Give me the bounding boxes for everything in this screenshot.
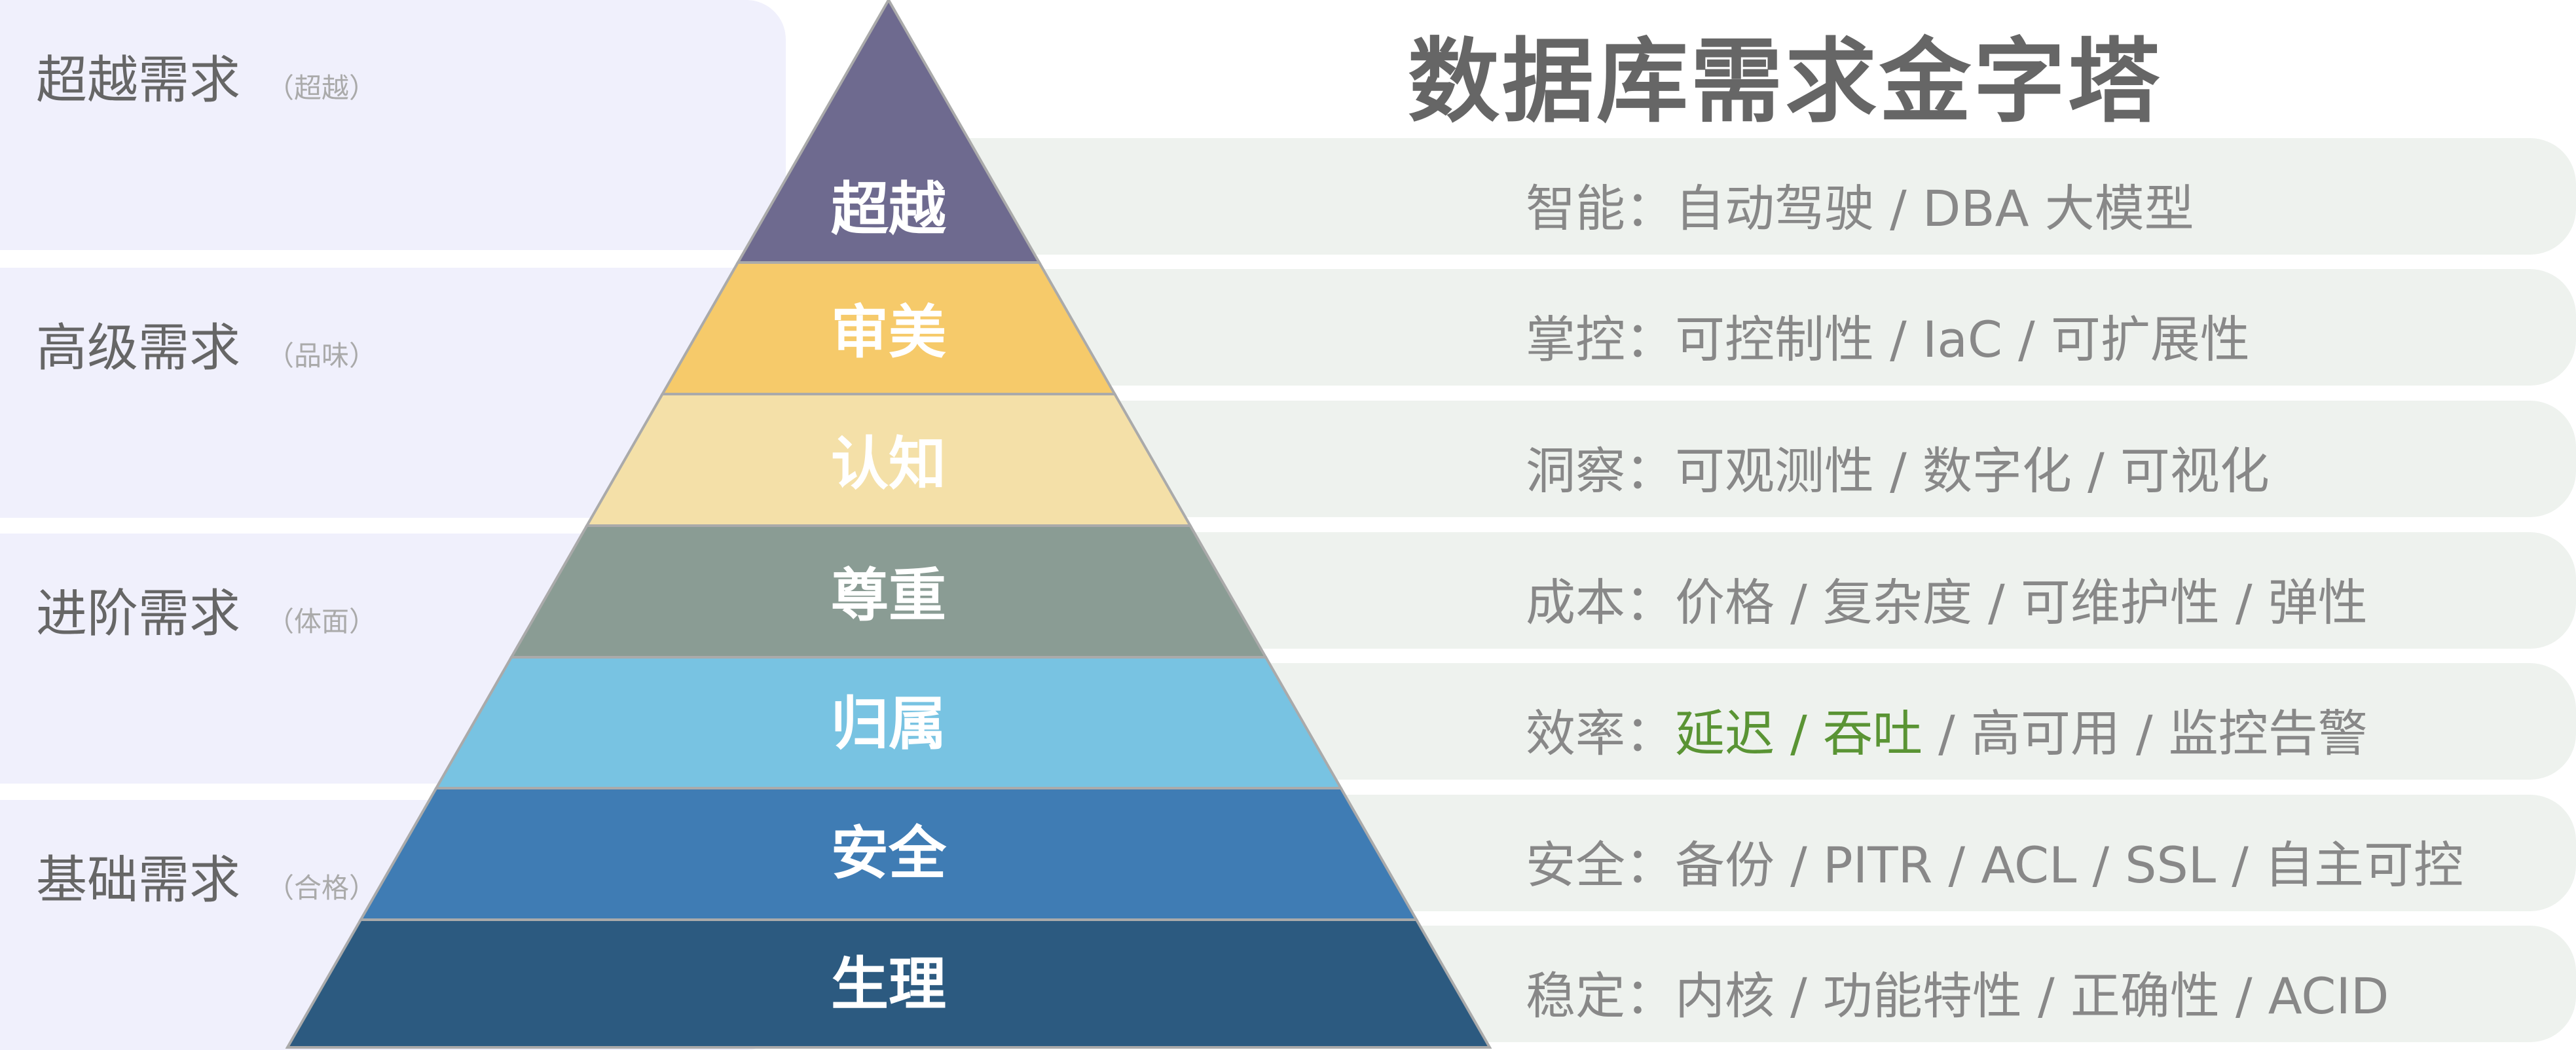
detail-head: 洞察：	[1526, 442, 1675, 500]
detail-text: 智能：自动驾驶 / DBA 大模型	[1526, 168, 2194, 240]
need-label: 基础需求	[36, 851, 241, 910]
need-sub: （合格）	[267, 872, 377, 904]
detail-rest: 可控制性 / IaC / 可扩展性	[1675, 310, 2250, 369]
pyramid-layer-label: 尊重	[831, 562, 946, 629]
detail-head: 稳定：	[1526, 967, 1675, 1025]
detail-row: 智能：自动驾驶 / DBA 大模型	[969, 138, 2576, 255]
detail-text: 效率：延迟 / 吞吐 / 高可用 / 监控告警	[1526, 693, 2368, 765]
detail-text: 安全：备份 / PITR / ACL / SSL / 自主可控	[1526, 825, 2463, 897]
detail-head: 掌控：	[1526, 310, 1675, 369]
need-box-transcend: 超越需求 （超越）	[0, 0, 786, 250]
detail-head: 效率：	[1526, 704, 1675, 763]
detail-rest: 内核 / 功能特性 / 正确性 / ACID	[1675, 967, 2389, 1025]
need-sub: （体面）	[267, 606, 377, 638]
need-sub: （品味）	[267, 340, 377, 372]
detail-text: 稳定：内核 / 功能特性 / 正确性 / ACID	[1526, 956, 2389, 1028]
pyramid-layer-label: 超越	[831, 175, 947, 243]
detail-row: 洞察：可观测性 / 数字化 / 可视化	[969, 401, 2576, 517]
detail-hl: 延迟 / 吞吐	[1675, 704, 1923, 763]
pyramid-layer	[285, 918, 1492, 1049]
pyramid-layer-label: 生理	[831, 950, 946, 1018]
detail-rest: 备份 / PITR / ACL / SSL / 自主可控	[1675, 836, 2464, 894]
page-title: 数据库需求金字塔	[1408, 29, 2163, 136]
detail-head: 成本：	[1526, 573, 1675, 632]
pyramid-layer-label: 归属	[831, 690, 946, 757]
need-label: 进阶需求	[36, 585, 241, 643]
need-sub: （超越）	[267, 72, 377, 104]
detail-rest: 自动驾驶 / DBA 大模型	[1675, 179, 2194, 238]
need-label: 超越需求	[36, 51, 241, 110]
detail-rest: 可观测性 / 数字化 / 可视化	[1675, 442, 2270, 500]
detail-text: 掌控：可控制性 / IaC / 可扩展性	[1526, 299, 2250, 371]
detail-rest: 价格 / 复杂度 / 可维护性 / 弹性	[1675, 573, 2368, 632]
detail-text: 成本：价格 / 复杂度 / 可维护性 / 弹性	[1526, 562, 2368, 634]
pyramid-layer-label: 安全	[831, 820, 947, 887]
detail-text: 洞察：可观测性 / 数字化 / 可视化	[1526, 431, 2270, 503]
detail-rest: / 高可用 / 监控告警	[1922, 704, 2368, 763]
detail-row: 掌控：可控制性 / IaC / 可扩展性	[969, 269, 2576, 386]
pyramid-layer-label: 审美	[831, 299, 946, 366]
need-label: 高级需求	[36, 319, 241, 378]
detail-head: 安全：	[1526, 836, 1675, 894]
detail-head: 智能：	[1526, 179, 1675, 238]
pyramid-layer-label: 认知	[831, 430, 946, 498]
